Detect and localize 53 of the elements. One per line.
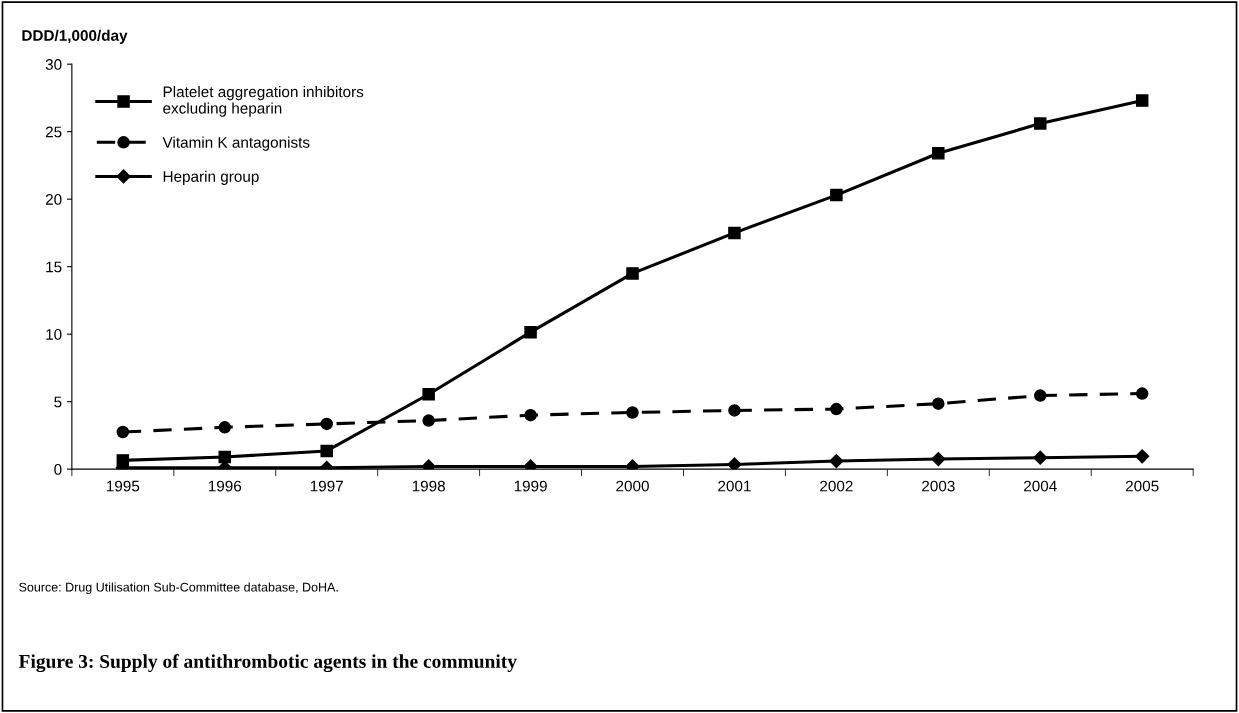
point [626, 406, 639, 419]
y-tick-label: 25 [45, 126, 62, 138]
y-tick-label: 10 [46, 329, 62, 340]
point [626, 267, 639, 280]
point [218, 450, 232, 464]
y-tick-label: 20 [45, 194, 62, 205]
point [421, 459, 436, 470]
point [1135, 449, 1150, 464]
point [1034, 117, 1047, 130]
x-tick-label: 2004 [1024, 480, 1057, 492]
y-tick-label: 30 [45, 59, 62, 70]
point [1034, 389, 1047, 402]
point [524, 408, 537, 422]
x-tick-label: 2001 [718, 480, 751, 492]
point [932, 147, 945, 160]
point [829, 453, 844, 469]
x-tick-label: 2002 [820, 480, 853, 492]
legend-label: Platelet aggregation inhibitors excluding heparin [163, 86, 364, 117]
point [1033, 450, 1048, 465]
y-axis-title: DDD/1,000/day [22, 29, 128, 44]
point [320, 444, 333, 458]
point [830, 188, 843, 202]
point [931, 451, 946, 467]
legend-label: Vitamin K antagonists [162, 136, 310, 151]
point [625, 459, 640, 470]
point [422, 414, 435, 427]
x-tick-label: 1997 [310, 480, 343, 492]
x-tick-label: 1995 [107, 480, 140, 492]
x-tick-label: 1999 [514, 480, 547, 492]
point [218, 421, 232, 434]
point [1135, 387, 1149, 400]
point [830, 402, 843, 416]
x-tick-label: 1996 [208, 480, 242, 492]
point [523, 459, 538, 470]
x-tick-label: 1998 [412, 480, 445, 492]
y-tick-label: 15 [46, 261, 62, 273]
point [727, 457, 742, 470]
point [116, 425, 130, 439]
point [524, 325, 537, 339]
x-tick-label: 2005 [1125, 480, 1159, 492]
x-tick-label: 2000 [616, 480, 649, 492]
legend-label: Heparin group [163, 170, 259, 185]
point [320, 417, 333, 431]
text: Figure 3: Supply of antithrombotic agents in the community [18, 654, 517, 673]
x-tick-label: 2003 [922, 480, 955, 492]
point [1135, 94, 1149, 107]
point [422, 387, 435, 401]
point [728, 404, 741, 417]
y-tick-label: 5 [54, 396, 62, 408]
point [932, 397, 945, 410]
point [728, 226, 741, 240]
source-note: Source: Drug Utilisation Sub-Committee database, DoHA. [19, 582, 338, 595]
y-tick-label: 0 [54, 464, 62, 475]
